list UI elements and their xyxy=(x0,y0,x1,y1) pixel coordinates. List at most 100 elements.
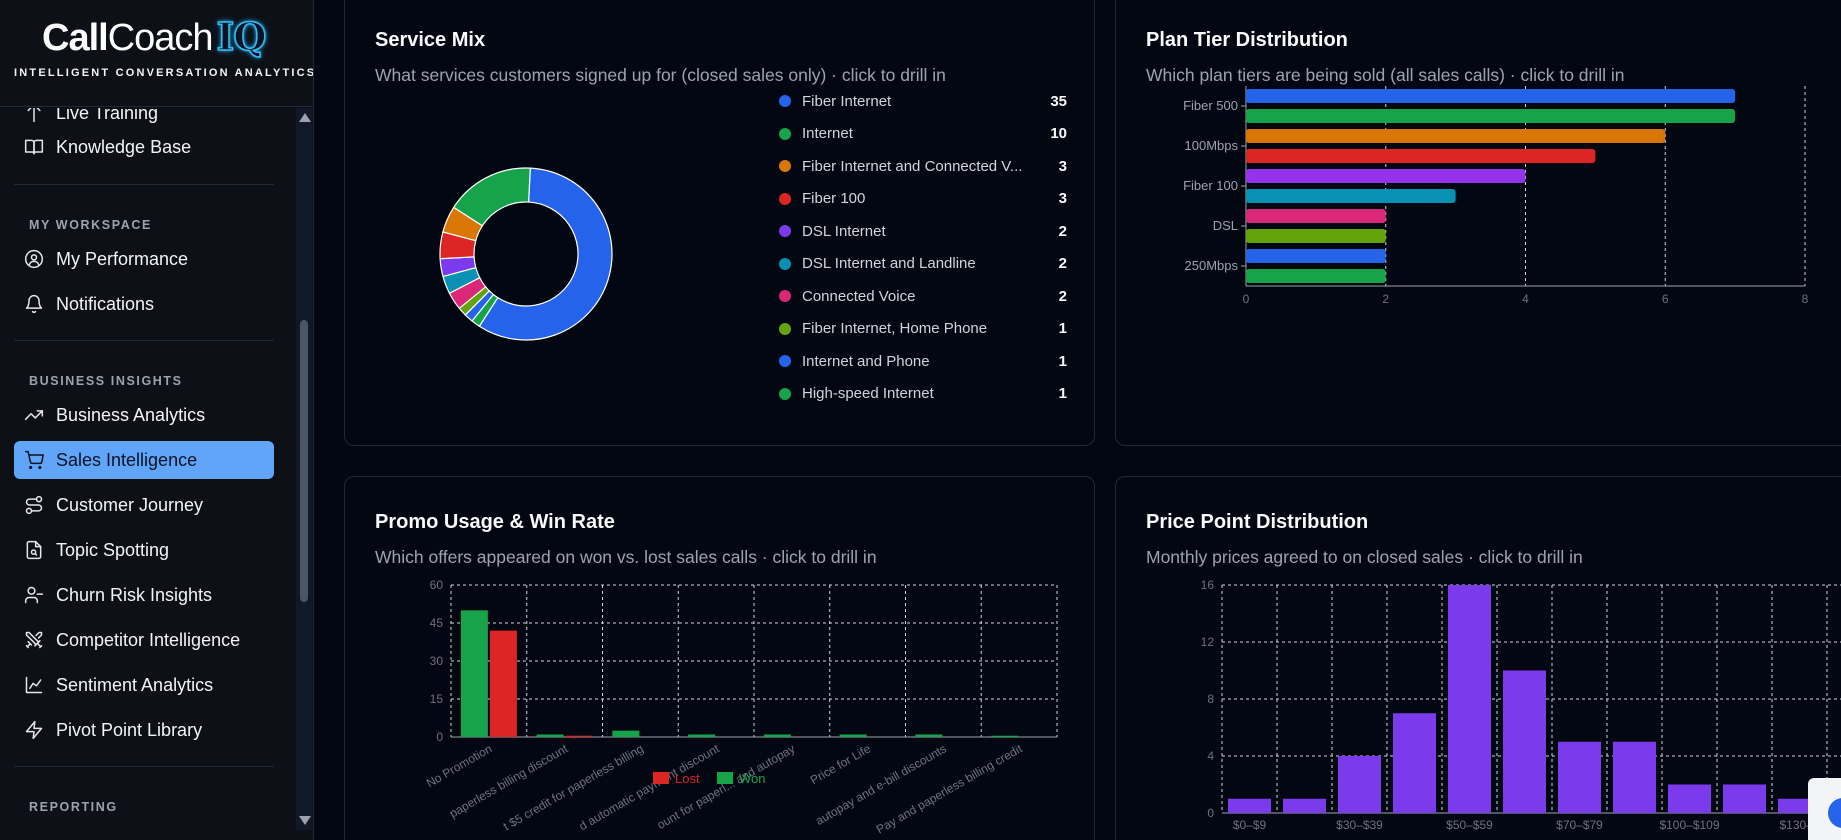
x-tick-label: 0 xyxy=(1243,292,1250,306)
price-bar-chart[interactable]: 0 4 8 12 16 $0–$9 $30–$39 $50–$59 $70–$79 $100–$1… xyxy=(1116,577,1841,840)
legend-swatch xyxy=(779,95,791,107)
legend-label[interactable]: Won xyxy=(739,771,766,786)
sidebar-item-my-performance[interactable]: My Performance xyxy=(14,240,274,278)
sidebar-item-topic-spotting[interactable]: Topic Spotting xyxy=(14,531,274,569)
bar[interactable] xyxy=(1338,756,1381,813)
y-tick-label: 0 xyxy=(1207,806,1214,820)
legend-item[interactable]: Fiber Internet, Home Phone 1 xyxy=(779,318,1067,340)
bar[interactable] xyxy=(1228,798,1271,813)
bar[interactable] xyxy=(1246,169,1526,183)
logo-wordmark: CallCoach IQ xyxy=(42,13,267,60)
y-tick-label: 0 xyxy=(436,730,443,744)
bar[interactable] xyxy=(1246,209,1386,223)
plan-tier-bar-chart[interactable]: 0 2 4 6 8 Fiber 500 100Mbps Fiber 100 DSL 250Mbps xyxy=(1116,81,1816,321)
bar[interactable] xyxy=(1246,109,1736,123)
legend-item[interactable]: Fiber Internet and Connected V... 3 xyxy=(779,155,1067,177)
floating-widget-button[interactable] xyxy=(1808,778,1841,840)
legend-item[interactable]: Internet 10 xyxy=(779,123,1067,145)
sidebar-item-competitor-intelligence[interactable]: Competitor Intelligence xyxy=(14,621,274,659)
legend-item[interactable]: Connected Voice 2 xyxy=(779,285,1067,307)
card-title: Price Point Distribution xyxy=(1146,511,1369,533)
bar[interactable] xyxy=(1246,249,1386,263)
service-mix-donut-chart[interactable] xyxy=(389,109,689,409)
promo-card[interactable]: Promo Usage & Win Rate Which offers appe… xyxy=(344,476,1095,840)
sidebar-item-pivot-point-library[interactable]: Pivot Point Library xyxy=(14,711,274,749)
bar[interactable] xyxy=(1723,784,1766,814)
x-tick-label: $50–$59 xyxy=(1446,818,1493,832)
donut-slice[interactable] xyxy=(478,167,613,341)
y-tick-label: 45 xyxy=(430,616,444,630)
x-tick-label: Pay and paperless billing credit xyxy=(874,741,1025,837)
sidebar-item-label: Notifications xyxy=(56,293,155,314)
legend-item[interactable]: High-speed Internet 1 xyxy=(779,383,1067,405)
legend-label[interactable]: Lost xyxy=(675,771,700,786)
price-card[interactable]: Price Point Distribution Monthly prices … xyxy=(1115,476,1841,840)
y-tick-label: DSL xyxy=(1213,218,1238,233)
sidebar-item-sales-intelligence[interactable]: Sales Intelligence xyxy=(14,441,274,479)
bar-lost[interactable] xyxy=(565,735,593,737)
sidebar-scrollbar[interactable] xyxy=(296,108,312,830)
sidebar-item-notifications[interactable]: Notifications xyxy=(14,285,274,323)
sidebar-item-customer-journey[interactable]: Customer Journey xyxy=(14,486,274,524)
swords-icon xyxy=(24,630,44,650)
legend-swatch xyxy=(779,127,791,140)
sidebar-item-live-training[interactable]: Live Training xyxy=(14,108,274,132)
sidebar: CallCoach IQ INTELLIGENT CONVERSATION ANA… xyxy=(0,0,314,840)
bar[interactable] xyxy=(1668,784,1711,814)
zap-icon xyxy=(24,720,44,740)
bar[interactable] xyxy=(1246,189,1456,203)
bar-won[interactable] xyxy=(839,734,867,737)
bar-won[interactable] xyxy=(536,734,564,737)
bar[interactable] xyxy=(1503,670,1546,814)
scrollbar-thumb[interactable] xyxy=(300,320,308,602)
x-tick-label: $0–$9 xyxy=(1233,818,1267,832)
donut-slice[interactable] xyxy=(452,167,531,227)
card-subtitle: Monthly prices agreed to on closed sales… xyxy=(1146,547,1583,567)
y-tick-label: 4 xyxy=(1207,749,1214,763)
card-subtitle: What services customers signed up for (c… xyxy=(375,65,946,85)
y-tick-label: 12 xyxy=(1201,635,1215,649)
bar[interactable] xyxy=(1246,129,1666,143)
bar[interactable] xyxy=(1448,585,1491,813)
legend-item[interactable]: Fiber Internet 35 xyxy=(779,90,1067,112)
bar-won[interactable] xyxy=(460,610,488,737)
bar[interactable] xyxy=(1558,741,1601,813)
legend-item[interactable]: Internet and Phone 1 xyxy=(779,350,1067,372)
bar[interactable] xyxy=(1283,798,1326,813)
bar[interactable] xyxy=(1393,713,1436,813)
scroll-up-icon[interactable] xyxy=(299,113,311,122)
legend-swatch xyxy=(779,355,791,367)
x-tick-label: No Promotion xyxy=(424,741,495,790)
sidebar-item-knowledge-base[interactable]: Knowledge Base xyxy=(14,128,274,166)
bar-won[interactable] xyxy=(688,734,716,737)
legend-swatch-won xyxy=(717,772,733,784)
y-tick-label: 250Mbps xyxy=(1185,258,1239,273)
sidebar-item-business-analytics[interactable]: Business Analytics xyxy=(14,396,274,434)
scroll-down-icon[interactable] xyxy=(299,816,311,825)
logo[interactable]: CallCoach IQ INTELLIGENT CONVERSATION ANA… xyxy=(0,0,313,107)
legend-item[interactable]: DSL Internet 2 xyxy=(779,220,1067,242)
bar-won[interactable] xyxy=(763,734,791,737)
bar-lost[interactable] xyxy=(489,630,517,737)
bar[interactable] xyxy=(1246,269,1386,283)
card-subtitle: Which plan tiers are being sold (all sal… xyxy=(1146,65,1625,85)
sidebar-item-churn-risk[interactable]: Churn Risk Insights xyxy=(14,576,274,614)
plan-tier-card[interactable]: Plan Tier Distribution Which plan tiers … xyxy=(1115,0,1841,446)
bar[interactable] xyxy=(1613,741,1656,813)
card-title: Service Mix xyxy=(375,29,486,51)
bar-won[interactable] xyxy=(991,735,1019,737)
sidebar-item-sentiment-analytics[interactable]: Sentiment Analytics xyxy=(14,666,274,704)
legend-item[interactable]: DSL Internet and Landline 2 xyxy=(779,253,1067,275)
legend-item[interactable]: Fiber 100 3 xyxy=(779,188,1067,210)
bar-won[interactable] xyxy=(612,730,640,737)
live-training-icon xyxy=(24,108,44,123)
user-circle-icon xyxy=(24,249,44,269)
service-mix-card[interactable]: Service Mix What services customers sign… xyxy=(344,0,1095,446)
bar[interactable] xyxy=(1246,229,1386,243)
bar[interactable] xyxy=(1246,89,1736,103)
x-tick-label: $30–$39 xyxy=(1336,818,1383,832)
x-tick-label: ount for paperl... and autopay xyxy=(655,741,798,832)
bar[interactable] xyxy=(1246,149,1596,163)
bar-won[interactable] xyxy=(915,734,943,737)
